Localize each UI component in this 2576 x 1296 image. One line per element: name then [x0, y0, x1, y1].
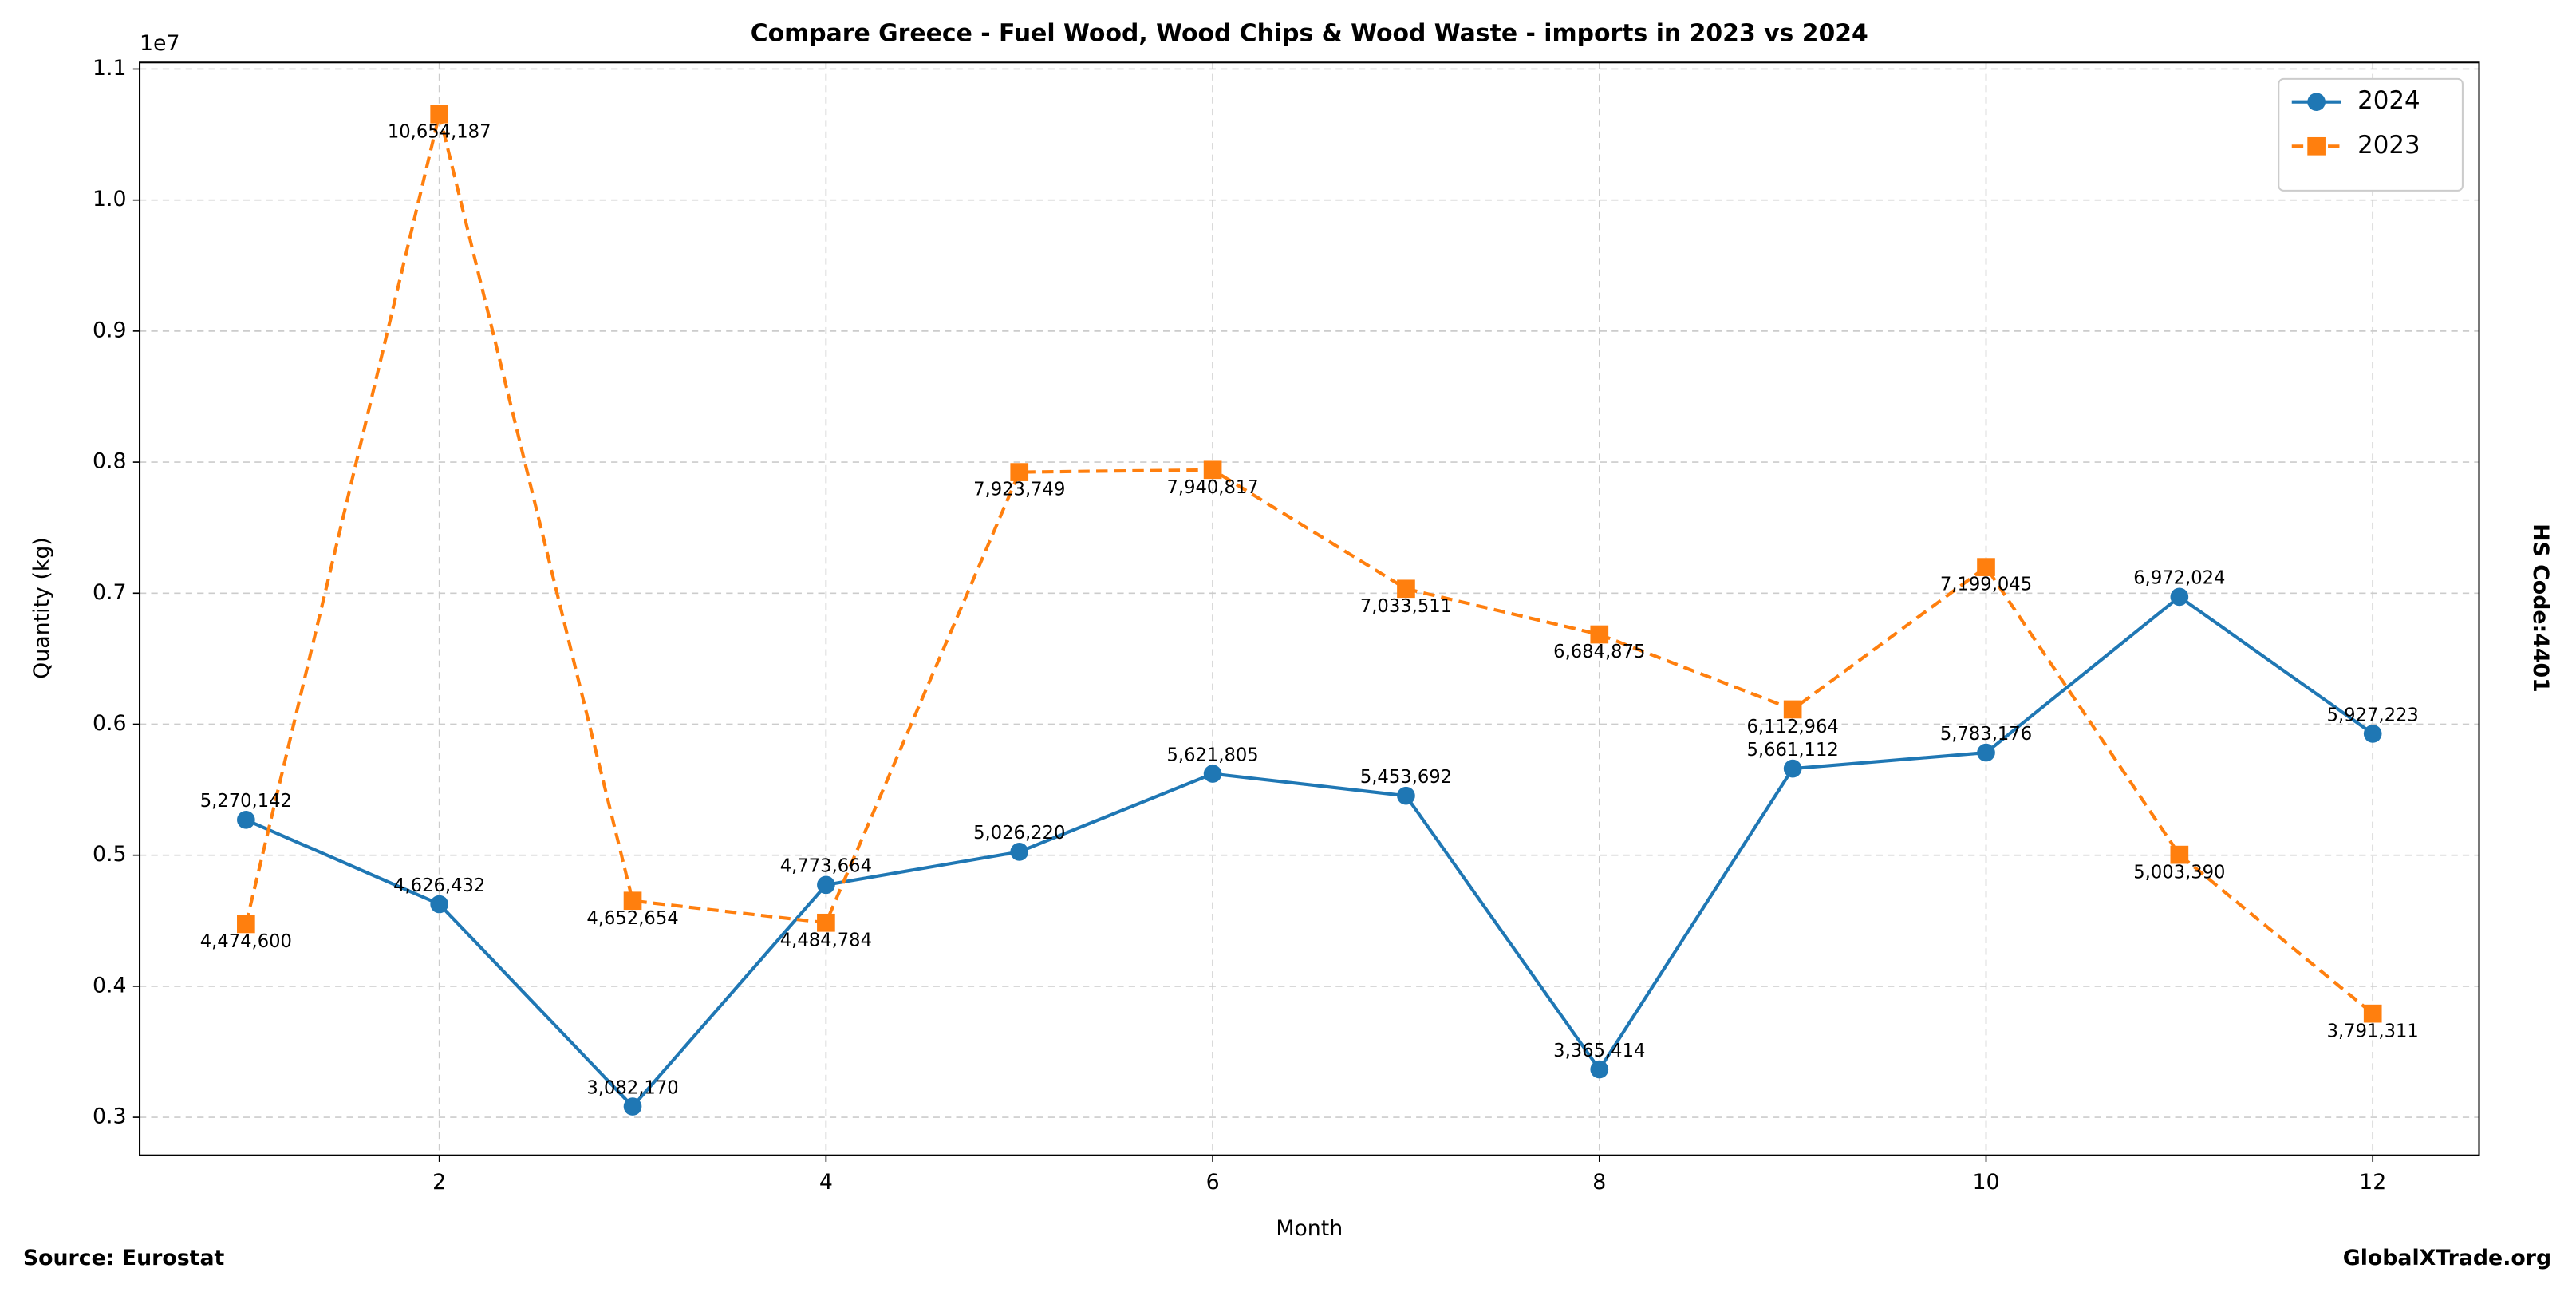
y-axis-label: Quantity (kg)	[30, 537, 54, 679]
marker	[1397, 579, 1415, 599]
data-label: 10,654,187	[388, 121, 491, 142]
marker	[1203, 460, 1222, 480]
marker	[237, 915, 255, 934]
data-label: 4,484,784	[780, 930, 872, 950]
marker	[623, 891, 642, 911]
marker	[2363, 725, 2382, 743]
series-line	[244, 113, 2374, 1015]
legend-box	[2278, 77, 2464, 192]
marker	[1010, 463, 1029, 481]
marker	[237, 811, 255, 829]
series-line	[245, 595, 2374, 1109]
data-label: 5,453,692	[1360, 767, 1452, 788]
legend-marker	[2307, 93, 2326, 112]
data-label: 5,661,112	[1747, 740, 1839, 761]
plot-frame	[139, 61, 2480, 1156]
marker	[2363, 1004, 2382, 1023]
data-label: 3,082,170	[586, 1077, 678, 1098]
data-label: 6,684,875	[1553, 642, 1645, 662]
data-label: 7,923,749	[973, 480, 1065, 500]
data-label: 5,927,223	[2327, 705, 2419, 725]
data-label: 4,773,664	[780, 856, 872, 877]
data-label: 6,112,964	[1747, 717, 1839, 737]
brand-note: GlobalXTrade.org	[2343, 1246, 2551, 1270]
legend-label: 2024	[2357, 86, 2420, 115]
side-label: HS Code:4401	[2528, 524, 2553, 693]
data-label: 3,365,414	[1553, 1041, 1645, 1061]
y-tick-label: 0.8	[93, 449, 127, 474]
marker	[1977, 743, 1995, 762]
data-label: 7,199,045	[1940, 575, 2032, 595]
data-label: 5,003,390	[2133, 862, 2225, 883]
marker	[817, 913, 835, 932]
data-label: 5,026,220	[973, 823, 1065, 844]
marker	[430, 895, 449, 914]
marker	[1397, 786, 1415, 805]
y-tick-label: 0.9	[93, 318, 127, 342]
data-label: 7,033,511	[1360, 596, 1452, 617]
data-label: 3,791,311	[2327, 1021, 2419, 1041]
x-tick-label: 2	[432, 1170, 446, 1195]
x-axis-label: Month	[1276, 1216, 1343, 1241]
y-tick-label: 1.1	[93, 56, 127, 81]
y-tick-label: 0.3	[93, 1104, 127, 1129]
y-tick-label: 0.6	[93, 711, 127, 736]
x-tick-label: 8	[1592, 1170, 1606, 1195]
x-tick-label: 6	[1206, 1170, 1220, 1195]
data-label: 5,621,805	[1166, 745, 1258, 765]
chart-title: Compare Greece - Fuel Wood, Wood Chips &…	[751, 20, 1868, 48]
marker	[1010, 843, 1029, 861]
y-offset-label: 1e7	[140, 31, 180, 56]
data-label: 4,474,600	[200, 931, 292, 952]
marker	[1783, 759, 1802, 778]
data-label: 4,652,654	[586, 908, 678, 929]
legend: 2024 2023	[2278, 77, 2464, 192]
legend-marker	[2307, 136, 2326, 156]
x-tick-label: 10	[1972, 1170, 1999, 1195]
y-tick-label: 0.5	[93, 842, 127, 867]
x-tick-label: 4	[819, 1170, 833, 1195]
marker	[1783, 700, 1802, 719]
marker	[817, 875, 835, 895]
marker	[2170, 587, 2189, 607]
data-label: 5,783,176	[1940, 724, 2032, 745]
legend-label: 2023	[2357, 131, 2420, 160]
marker	[1590, 1060, 1609, 1079]
x-tick-label: 12	[2359, 1170, 2386, 1195]
marker	[2170, 845, 2189, 864]
data-label: 7,940,817	[1166, 477, 1258, 498]
data-label: 4,626,432	[393, 875, 485, 896]
marker	[1590, 625, 1609, 644]
data-label: 5,270,142	[200, 791, 292, 812]
data-label: 6,972,024	[2133, 568, 2225, 589]
y-tick-label: 0.4	[93, 973, 127, 998]
y-tick-label: 1.0	[93, 187, 127, 211]
source-note: Source: Eurostat	[23, 1246, 225, 1270]
marker	[1977, 558, 1995, 576]
y-tick-label: 0.7	[93, 580, 127, 605]
marker	[1203, 765, 1222, 783]
marker	[430, 105, 449, 124]
marker	[623, 1097, 642, 1116]
